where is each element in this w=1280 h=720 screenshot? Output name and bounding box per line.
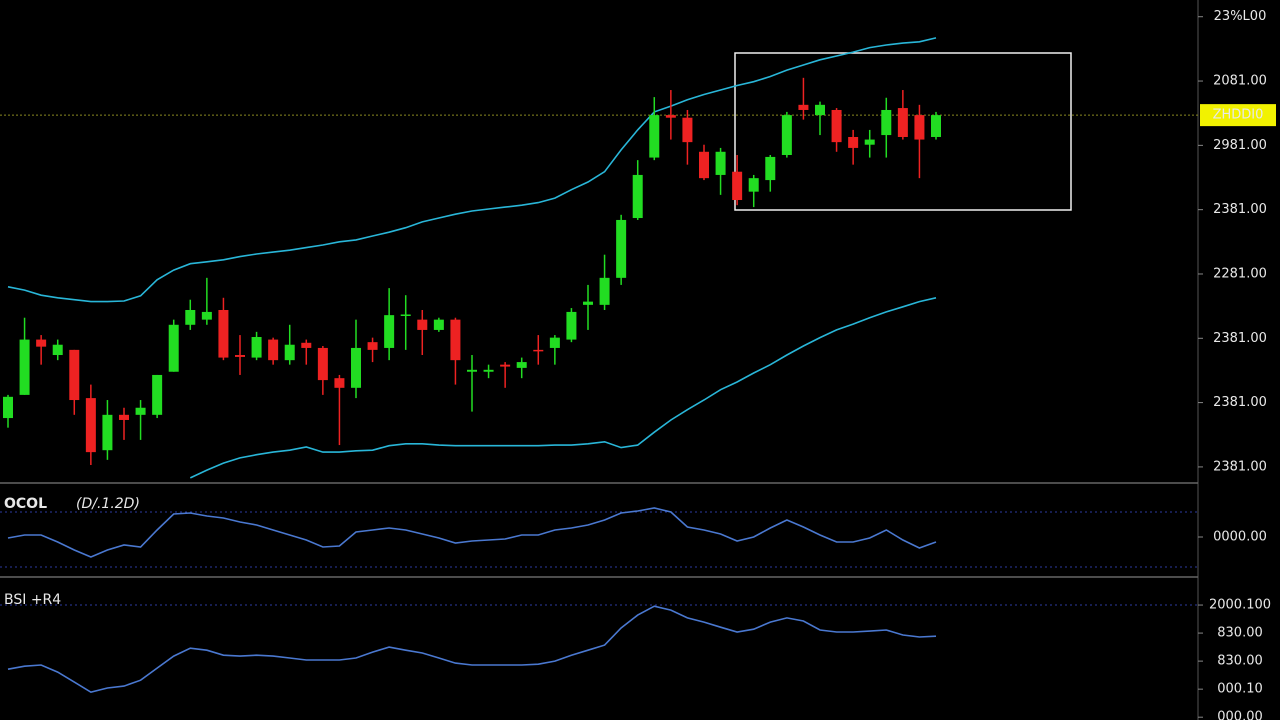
candle-body [748,178,759,192]
candle-body [135,407,146,415]
candle-body [864,139,875,145]
indicator-name: OCOL [4,496,47,512]
candle-body [367,342,378,350]
candle-body [185,309,196,325]
y-tick-label: 23%L00 [1214,9,1267,24]
candle-body [69,349,80,401]
candle-body [848,136,859,148]
candle-body [583,301,593,305]
y-tick-label: 830.00 [1217,654,1263,669]
candle-body [516,362,527,368]
candle-body [616,219,627,278]
candle-body [235,355,245,357]
candle-body [450,319,461,361]
selection-box [734,52,1072,211]
y-tick-label: 2381.00 [1213,202,1267,217]
y-tick-label: 2081.00 [1213,74,1267,89]
candle-body [3,396,13,419]
candle-body [815,104,825,116]
candle-body [483,369,494,372]
y-tick-label: 2981.00 [1213,138,1267,153]
candle-body [715,151,726,175]
candle-body [599,277,610,305]
indicator-line [7,605,937,694]
y-tick-label: 2381.00 [1213,331,1267,346]
y-tick-label: 000.00 [1217,710,1263,720]
candle-body [284,344,295,361]
candle-body [301,342,312,348]
y-tick-label: 830.00 [1217,626,1263,641]
candle-body [218,309,229,358]
candle-body [268,339,279,361]
candle-body [467,369,477,372]
candle-body [317,347,328,381]
candle-body [119,414,129,420]
candle-body [334,378,345,388]
y-tick-label: 000.10 [1217,682,1263,697]
candle-body [168,324,179,372]
upper-band [7,37,937,303]
candle-body [19,339,30,395]
candle-body [433,319,444,330]
candle-body [931,115,941,137]
candle-body [384,315,395,348]
candle-body [549,337,560,348]
candle-body [400,314,411,316]
candle-body [201,311,212,320]
indicator-name: BSI +R4 [4,592,61,608]
y-tick-label: 2381.00 [1213,395,1267,410]
candle-body [699,151,709,179]
candle-body [500,364,511,367]
candle-body [831,109,842,143]
candle-body [152,374,163,415]
candle-body [732,171,743,201]
lower-band [189,297,937,479]
last-price-tag [1200,104,1276,127]
candle-body [649,115,660,158]
y-tick-label: 2281.00 [1213,266,1267,281]
candle-body [351,347,361,388]
candle-body [566,311,577,340]
candle-body [52,344,63,356]
indicator-params: (D/.1.2D) [76,496,140,512]
candle-body [251,337,262,358]
candle-body [798,104,809,110]
y-tick-label: 2381.00 [1213,459,1267,474]
candle-body [665,115,676,118]
indicator-line [7,507,937,558]
candle-body [102,414,113,451]
candle-body [417,319,428,330]
candle-body [781,115,792,155]
candle-body [914,115,925,140]
candle-body [632,174,643,219]
candle-body [765,156,776,181]
candle-body [85,398,96,453]
y-tick-label: 0000.00 [1213,530,1267,545]
candle-body [36,339,47,347]
candle-body [533,349,544,352]
candle-body [881,109,892,136]
candle-body [682,117,693,143]
last-price-label: ZHDDI0 [1213,108,1264,123]
candle-body [897,108,908,137]
y-tick-label: 2000.100 [1209,598,1271,613]
